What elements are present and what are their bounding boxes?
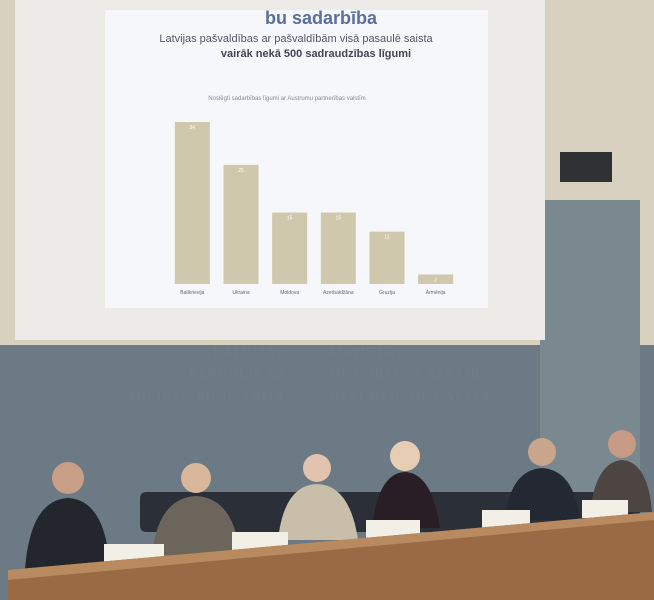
projector <box>560 152 612 182</box>
value-label: 15 <box>336 216 342 222</box>
bar <box>321 213 356 284</box>
sign-line: ĀRLIETU MINISTRIJA <box>126 388 285 404</box>
value-label: 2 <box>434 277 437 283</box>
x-tick-label: Gruzija <box>379 290 395 296</box>
bar <box>175 122 210 284</box>
sign-line: REPUBLIC OF LATVIA <box>330 389 491 404</box>
person-head <box>390 441 420 471</box>
value-label: 15 <box>287 216 293 222</box>
sign-line: OF FOREIGN AFFAIRS <box>330 367 489 382</box>
value-label: 11 <box>384 235 389 241</box>
chart-subtitle: Noslēgti sadarbības līgumi ar Austrumu p… <box>208 96 365 102</box>
x-tick-label: Armēnija <box>426 290 446 296</box>
person-head <box>303 454 331 482</box>
sign-line: LATVIJAS <box>213 345 285 360</box>
person-head <box>608 430 636 458</box>
value-label: 25 <box>238 168 244 174</box>
x-tick-label: Baltkrievija <box>180 290 204 296</box>
photo: bu sadarbība Latvijas pašvaldības ar paš… <box>0 0 654 600</box>
x-tick-label: Moldova <box>280 290 299 296</box>
value-label: 34 <box>190 125 196 131</box>
bar <box>223 165 258 284</box>
x-tick-label: Azerbaidžāna <box>323 290 354 296</box>
x-tick-label: Ukraina <box>232 290 249 296</box>
slide-title: Latvijas pašvaldības ar pašvaldībām visā… <box>159 33 433 45</box>
slide-title-bold: vairāk nekā 500 sadraudzības līgumi <box>221 48 411 60</box>
sign-line: REPUBLIKAS <box>189 367 285 382</box>
bar <box>272 213 307 284</box>
sign-line: MINISTRY <box>330 345 405 360</box>
slide-header: bu sadarbība <box>265 8 378 28</box>
person-head <box>181 463 211 493</box>
person-head <box>528 438 556 466</box>
person-head <box>52 462 84 494</box>
